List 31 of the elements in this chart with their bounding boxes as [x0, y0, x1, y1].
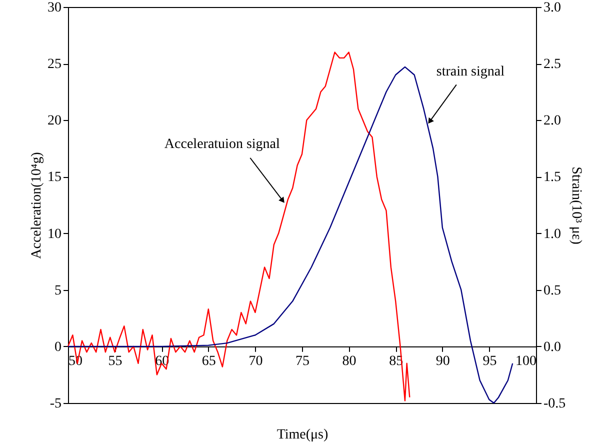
y2-tick-label: 1.5 — [544, 170, 561, 186]
y-tick-label: -5 — [50, 396, 62, 412]
y2-tick-label: -0.5 — [544, 396, 566, 412]
x-tick-label: 95 — [482, 354, 497, 369]
y-axis-title: Acceleration(10⁴g) — [30, 152, 44, 259]
annotation: Acceleratuion signal — [164, 136, 280, 152]
x-tick-label: 100 — [516, 354, 536, 369]
y-tick-label: 20 — [48, 114, 62, 129]
line-series — [67, 52, 410, 402]
line-series — [67, 66, 514, 404]
x-tick-label: 90 — [436, 354, 450, 369]
x-tick-label: 75 — [296, 354, 310, 369]
y2-tick-label: 3.0 — [544, 0, 561, 16]
y2-tick-label: 2.5 — [544, 57, 561, 72]
y2-tick-label: 0.0 — [544, 340, 561, 355]
x-tick-label: 70 — [248, 354, 263, 369]
y2-tick-label: 1.0 — [544, 226, 561, 242]
y-tick-label: 30 — [48, 0, 62, 16]
x-tick-label: 55 — [108, 354, 122, 369]
x-tick-label: 65 — [202, 354, 216, 369]
y-tick-label: 15 — [48, 170, 62, 186]
y2-tick-label: 0.5 — [544, 283, 561, 298]
x-axis-title: Time(μs) — [276, 428, 328, 442]
annotation: strain signal — [436, 64, 505, 80]
y-tick-label: 0 — [54, 340, 62, 355]
y-tick-label: 10 — [48, 226, 62, 242]
y2-axis-title: Strain(10³ με) — [568, 166, 584, 245]
y-tick-label: 5 — [54, 283, 62, 298]
y2-tick-label: 2.0 — [544, 114, 561, 129]
x-tick-label: 80 — [342, 354, 356, 369]
y-tick-label: 25 — [48, 57, 62, 72]
